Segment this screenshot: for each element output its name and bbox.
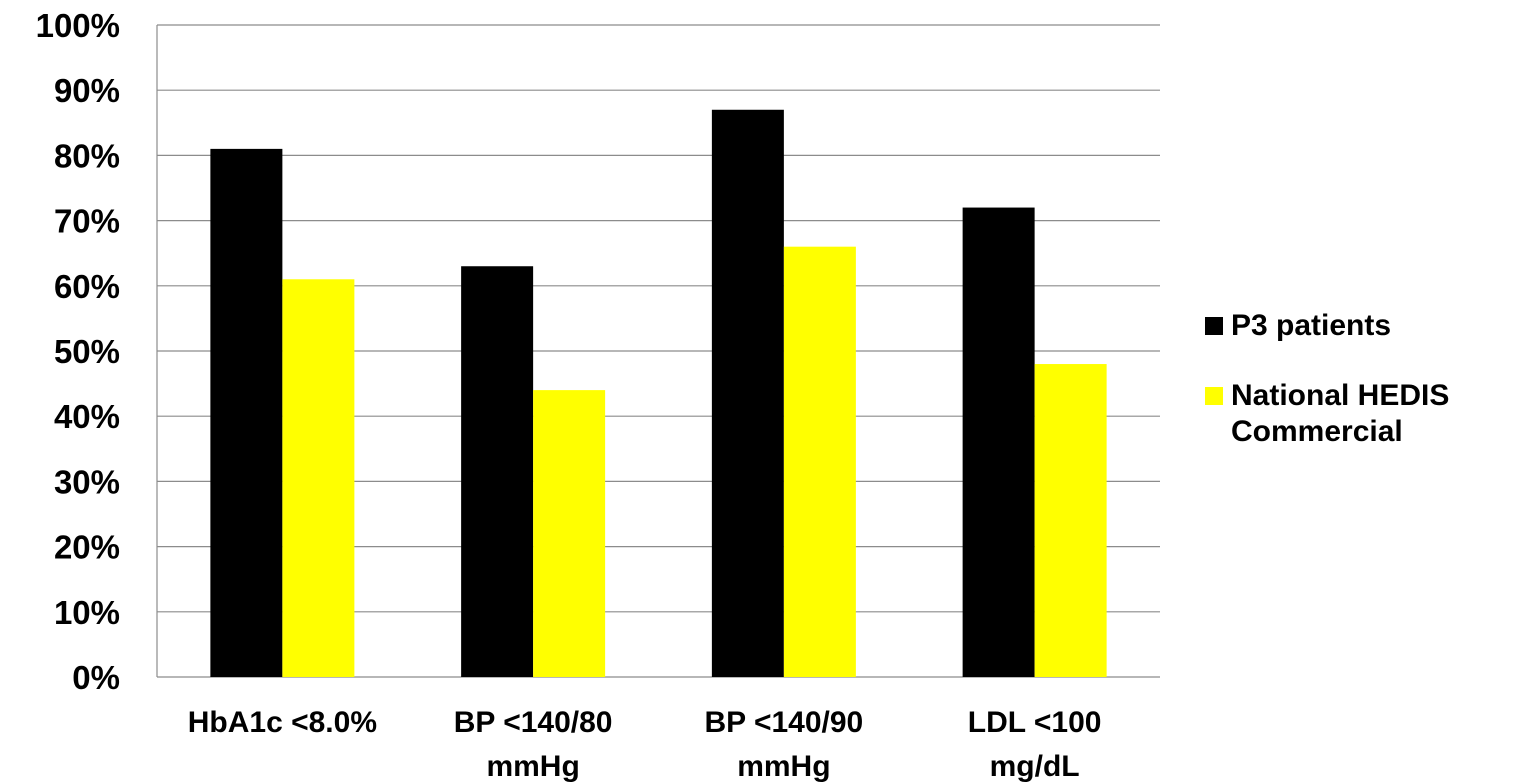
bar-p3-patients-2 — [461, 266, 534, 677]
legend-swatch-p3-patients — [1205, 317, 1223, 335]
x-category-label: BP <140/80 — [454, 706, 613, 739]
legend-item-p3-patients: P3 patients — [1205, 308, 1511, 344]
x-category-label: BP <140/90 — [705, 706, 864, 739]
y-tick-label: 0% — [72, 659, 120, 696]
bar-national-hedis-4 — [1034, 364, 1107, 677]
y-axis-tick-labels: 0% 10% 20% 30% 40% 50% 60% 70% 80% 90% 100% — [36, 7, 120, 696]
y-tick-label: 80% — [54, 137, 120, 174]
y-tick-label: 60% — [54, 268, 120, 305]
bar-national-hedis-2 — [533, 390, 606, 677]
x-axis-category-labels: HbA1c <8.0% BP <140/80 mmHg BP <140/90 mmHg L… — [188, 706, 1102, 783]
legend-item-national-hedis: National HEDIS Commercial — [1205, 378, 1511, 450]
y-tick-label: 20% — [54, 529, 120, 566]
y-tick-label: 40% — [54, 398, 120, 435]
y-tick-label: 30% — [54, 463, 120, 500]
legend-label-national-hedis: National HEDIS Commercial — [1231, 379, 1450, 448]
legend-label-p3-patients: P3 patients — [1231, 309, 1392, 342]
bar-national-hedis-1 — [282, 279, 355, 677]
y-tick-label: 100% — [36, 7, 120, 44]
x-category-label: mmHg — [737, 750, 830, 783]
y-tick-label: 50% — [54, 333, 120, 370]
bar-national-hedis-3 — [783, 246, 856, 677]
x-category-label: HbA1c <8.0% — [188, 706, 377, 739]
x-category-label: mg/dL — [990, 750, 1080, 783]
y-tick-label: 90% — [54, 72, 120, 109]
y-tick-label: 70% — [54, 203, 120, 240]
bar-p3-patients-4 — [962, 207, 1035, 677]
x-category-label: LDL <100 — [968, 706, 1102, 739]
bar-p3-patients-1 — [210, 148, 283, 677]
legend: P3 patients National HEDIS Commercial — [1205, 308, 1511, 484]
bars — [210, 109, 1107, 677]
bar-p3-patients-3 — [711, 109, 784, 677]
y-tick-label: 10% — [54, 594, 120, 631]
x-category-label: mmHg — [486, 750, 579, 783]
legend-swatch-national-hedis — [1205, 387, 1223, 405]
